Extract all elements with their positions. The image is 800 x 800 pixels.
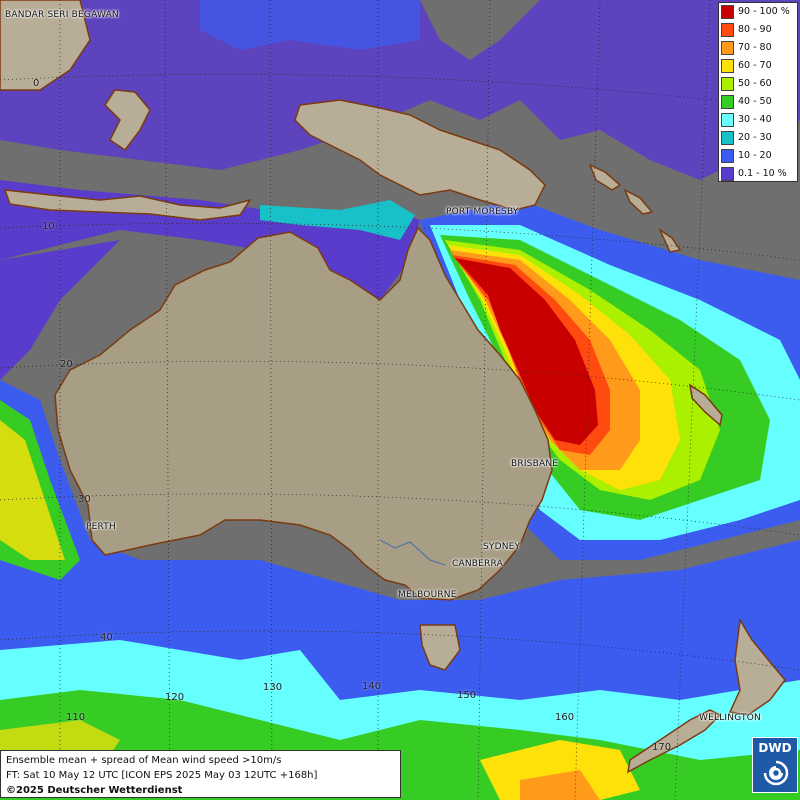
city-label-perth: PERTH xyxy=(86,522,116,532)
legend-label: 50 - 60 xyxy=(738,78,772,89)
legend-label: 0.1 - 10 % xyxy=(738,168,787,179)
legend-row: 90 - 100 % xyxy=(719,3,797,21)
borneo xyxy=(0,0,91,91)
legend-label: 20 - 30 xyxy=(738,132,772,143)
legend-row: 10 - 20 xyxy=(719,147,797,165)
lat-0 xyxy=(0,73,800,111)
legend-row: 20 - 30 xyxy=(719,129,797,147)
solomon-islands-2 xyxy=(623,188,654,215)
legend-label: 30 - 40 xyxy=(738,114,772,125)
legend-swatch xyxy=(721,59,734,73)
color-legend: 90 - 100 % 80 - 90 70 - 80 60 - 70 50 - … xyxy=(718,2,798,182)
legend-row: 30 - 40 xyxy=(719,111,797,129)
landmasses xyxy=(0,0,786,774)
legend-row: 60 - 70 xyxy=(719,57,797,75)
legend-swatch xyxy=(721,167,734,181)
lon-130 xyxy=(269,0,273,800)
city-label-sydney: SYDNEY xyxy=(483,542,521,552)
new-guinea xyxy=(294,99,546,211)
city-label-melbourne: MELBOURNE xyxy=(398,590,457,600)
legend-swatch xyxy=(721,41,734,55)
legend-row: 40 - 50 xyxy=(719,93,797,111)
legend-label: 60 - 70 xyxy=(738,60,772,71)
lon-label-140: 140 xyxy=(362,681,382,692)
city-label-wellington: WELLINGTON xyxy=(699,713,761,723)
lat-10 xyxy=(0,222,800,261)
tasmania xyxy=(419,624,461,671)
legend-row: 50 - 60 xyxy=(719,75,797,93)
vanuatu xyxy=(658,227,682,253)
city-label-port-moresby: PORT MORESBY xyxy=(446,207,519,217)
city-label-brisbane: BRISBANE xyxy=(511,459,559,469)
murray-river xyxy=(379,539,446,566)
lon-120 xyxy=(164,0,171,800)
lat-label-10: 10 xyxy=(42,221,55,232)
legend-row: 70 - 80 xyxy=(719,39,797,57)
australia xyxy=(54,226,553,601)
swirl-icon xyxy=(763,760,789,786)
lon-150 xyxy=(477,0,491,800)
lat-label-40: 40 xyxy=(100,632,113,643)
lat-label-20: 20 xyxy=(60,359,73,370)
legend-swatch xyxy=(721,131,734,145)
legend-swatch xyxy=(721,23,734,37)
lat-20 xyxy=(0,360,800,401)
southern-orange-patch xyxy=(520,770,600,800)
west-coast-yellow xyxy=(0,420,65,560)
sunda-islands xyxy=(3,189,252,221)
new-zealand-north xyxy=(728,617,786,716)
lon-label-150: 150 xyxy=(457,690,477,701)
north-blue-patch xyxy=(200,0,420,50)
lon-160 xyxy=(574,0,601,800)
lon-label-170: 170 xyxy=(652,742,672,753)
legend-label: 80 - 90 xyxy=(738,24,772,35)
lat-40 xyxy=(0,630,800,671)
legend-label: 40 - 50 xyxy=(738,96,772,107)
coral-sea-dark-red xyxy=(455,258,598,445)
sulawesi xyxy=(104,89,151,152)
new-zealand-south xyxy=(627,709,722,774)
west-purple-zone xyxy=(0,240,120,380)
new-caledonia xyxy=(688,383,723,427)
city-label-bandar: BANDAR SERI BEGAWAN xyxy=(5,10,119,20)
north-purple-zone xyxy=(0,0,800,180)
legend-swatch xyxy=(721,5,734,19)
lon-label-110: 110 xyxy=(66,712,86,723)
info-box: Ensemble mean + spread of Mean wind spee… xyxy=(0,750,401,798)
lat-label-0: 0 xyxy=(33,78,40,89)
lon-170 xyxy=(674,0,711,800)
legend-swatch xyxy=(721,77,734,91)
lat-30 xyxy=(0,493,800,536)
info-line-forecast-time: FT: Sat 10 May 12 UTC [ICON EPS 2025 May… xyxy=(6,770,318,781)
dwd-logo: DWD xyxy=(752,737,798,793)
lon-label-120: 120 xyxy=(165,692,185,703)
info-line-title: Ensemble mean + spread of Mean wind spee… xyxy=(6,755,282,766)
legend-label: 90 - 100 % xyxy=(738,6,790,17)
legend-swatch xyxy=(721,113,734,127)
legend-label: 70 - 80 xyxy=(738,42,772,53)
lon-label-130: 130 xyxy=(263,682,283,693)
solomon-islands xyxy=(588,163,622,191)
legend-row: 80 - 90 xyxy=(719,21,797,39)
info-line-copyright: ©2025 Deutscher Wetterdienst xyxy=(6,785,183,796)
arafura-teal-patch xyxy=(260,200,415,240)
legend-row: 0.1 - 10 % xyxy=(719,165,797,183)
legend-swatch xyxy=(721,95,734,109)
legend-swatch xyxy=(721,149,734,163)
legend-label: 10 - 20 xyxy=(738,150,772,161)
city-label-canberra: CANBERRA xyxy=(452,559,503,569)
dwd-logo-text: DWD xyxy=(758,741,792,755)
lon-label-160: 160 xyxy=(555,712,575,723)
lat-label-30: 30 xyxy=(78,494,91,505)
